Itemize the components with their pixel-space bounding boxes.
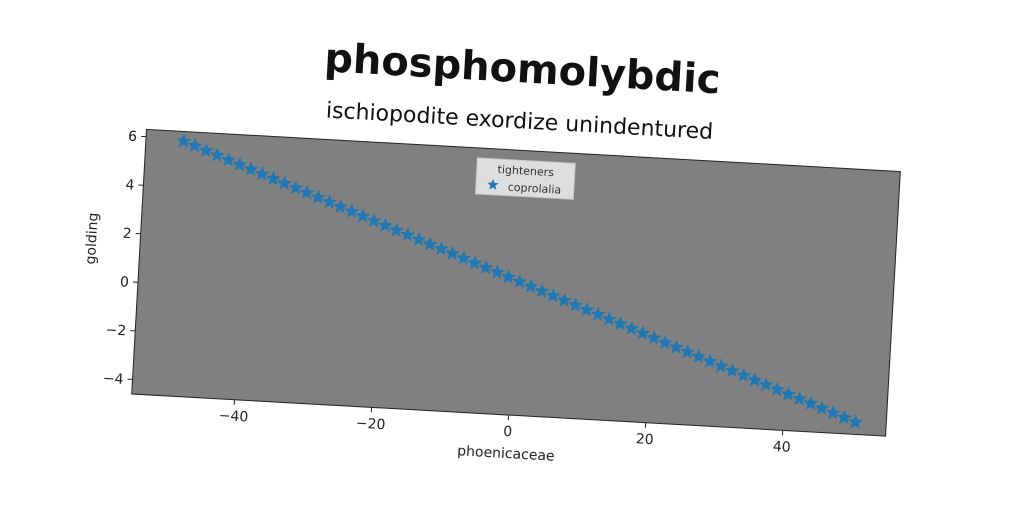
data-point xyxy=(747,372,763,387)
data-point xyxy=(355,208,371,223)
data-point xyxy=(691,348,707,364)
data-point xyxy=(612,315,628,331)
data-point xyxy=(735,367,752,383)
data-point xyxy=(422,236,438,251)
legend-title: tighteners xyxy=(497,163,554,179)
data-point xyxy=(590,306,606,322)
data-point xyxy=(232,156,248,172)
data-point xyxy=(332,198,349,214)
data-point xyxy=(814,400,830,415)
y-tick-label: −2 xyxy=(105,322,127,339)
data-point xyxy=(176,133,192,148)
data-point xyxy=(847,414,864,429)
y-tick-label: −4 xyxy=(102,371,124,388)
data-point xyxy=(534,283,550,298)
data-point xyxy=(657,334,673,350)
data-point xyxy=(198,142,214,158)
x-tick-label: 20 xyxy=(635,431,654,448)
x-axis-ticks: −40 −20 0 20 40 xyxy=(218,399,791,456)
data-point xyxy=(276,175,293,191)
y-axis-label: golding xyxy=(83,212,102,265)
data-point xyxy=(433,240,449,256)
data-point xyxy=(825,404,841,420)
data-marks xyxy=(176,133,864,429)
y-tick-label: 2 xyxy=(122,226,132,242)
data-point xyxy=(321,194,337,209)
data-point xyxy=(512,273,528,289)
chart-subtitle: ischiopodite exordize unindentured xyxy=(325,98,713,145)
data-point xyxy=(411,231,427,247)
data-point xyxy=(791,390,808,406)
y-tick-label: 4 xyxy=(125,177,135,193)
data-point xyxy=(780,386,796,401)
data-point xyxy=(758,376,774,392)
data-point xyxy=(803,395,819,411)
data-point xyxy=(187,137,203,153)
data-point xyxy=(456,250,472,266)
x-tick-label: 40 xyxy=(772,439,791,456)
y-tick-label: 6 xyxy=(128,129,138,145)
data-point xyxy=(254,166,270,181)
y-tick-label: 0 xyxy=(120,274,130,290)
data-point xyxy=(568,297,584,312)
data-point xyxy=(523,278,539,294)
x-tick-label: 0 xyxy=(503,424,513,440)
data-point xyxy=(545,287,561,303)
data-point xyxy=(444,245,461,261)
data-point xyxy=(668,339,684,355)
legend-series-label: coprolalia xyxy=(507,181,561,197)
data-point xyxy=(220,151,237,167)
data-point xyxy=(400,226,416,242)
data-point xyxy=(556,292,573,308)
data-point xyxy=(635,325,651,340)
legend-box xyxy=(474,157,576,200)
data-point xyxy=(366,212,382,228)
data-point xyxy=(702,353,718,369)
legend-marker xyxy=(487,178,499,190)
data-point xyxy=(489,264,505,280)
data-point xyxy=(836,409,852,425)
data-point xyxy=(579,301,595,317)
data-point xyxy=(478,259,494,275)
data-point xyxy=(288,180,304,195)
data-point xyxy=(310,189,326,205)
x-tick-label: −20 xyxy=(355,416,385,434)
data-point xyxy=(467,255,483,270)
x-axis-label: phoenicaceae xyxy=(457,443,555,464)
data-point xyxy=(601,311,617,326)
data-point xyxy=(299,184,315,200)
data-point xyxy=(500,269,517,284)
data-point xyxy=(724,362,740,378)
data-point xyxy=(243,161,259,177)
data-point xyxy=(769,381,785,397)
data-point xyxy=(646,329,662,345)
data-point xyxy=(679,344,696,359)
data-point xyxy=(344,203,360,219)
data-point xyxy=(624,320,640,336)
data-point xyxy=(209,147,225,162)
legend: tighteners coprolalia xyxy=(474,157,576,200)
data-point xyxy=(388,222,405,237)
data-point xyxy=(713,358,729,373)
chart-title: phosphomolybdic xyxy=(323,35,722,103)
data-point xyxy=(265,170,281,186)
x-tick-label: −40 xyxy=(218,408,248,426)
data-point xyxy=(377,217,393,233)
y-axis-ticks: −4 −2 0 2 4 6 xyxy=(102,129,147,388)
